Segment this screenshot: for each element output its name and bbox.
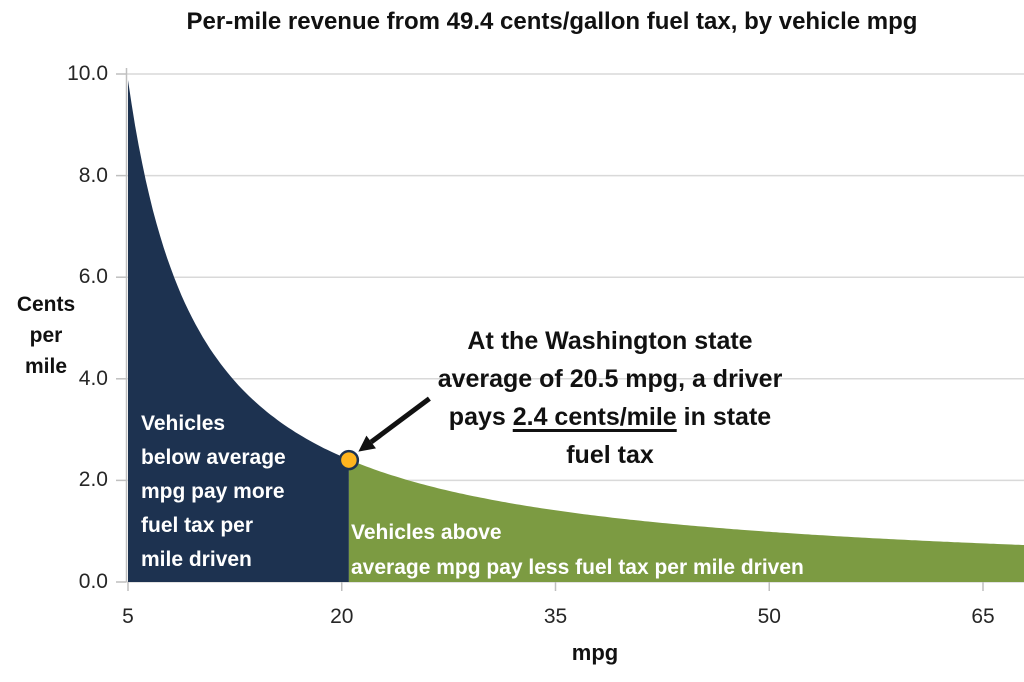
x-tick-label: 50 [757, 605, 781, 628]
above-average-region-label: Vehicles above average mpg pay less fuel… [351, 515, 804, 585]
chart-title: Per-mile revenue from 49.4 cents/gallon … [186, 8, 918, 35]
x-tick-label: 5 [122, 605, 134, 628]
below-average-region-label: Vehicles below average mpg pay more fuel… [141, 407, 286, 577]
region-label-line: mpg pay more [141, 480, 285, 503]
average-driver-annotation: At the Washington state average of 20.5 … [385, 322, 835, 474]
x-tick-label: 20 [330, 605, 354, 628]
region-label-line: Vehicles [141, 412, 226, 435]
y-tick-label: 2.0 [78, 468, 108, 492]
y-tick-label: 8.0 [78, 163, 108, 187]
annotation-line: average of 20.5 mpg, a driver [437, 365, 783, 393]
annotation-line: fuel tax [566, 441, 654, 469]
y-tick-label: 10.0 [67, 62, 108, 85]
y-tick-label: 0.0 [78, 570, 108, 593]
y-axis-title-line: per [29, 324, 63, 347]
x-axis-title: mpg [571, 640, 619, 665]
y-axis-title-line: Cents [16, 293, 76, 316]
below-average-area [128, 80, 349, 582]
average-mpg-point [338, 449, 360, 471]
x-tick-label: 65 [971, 605, 995, 628]
region-label-line: Vehicles above [351, 521, 502, 544]
region-label-line: mile driven [141, 548, 252, 571]
annotation-arrowhead [358, 435, 376, 452]
annotation-line: At the Washington state [467, 327, 753, 355]
annotation-arrow-line [369, 396, 431, 445]
x-tick-label: 35 [543, 605, 568, 628]
annotation-underlined-value: 2.4 cents/mile [512, 403, 677, 431]
y-axis-title: Cents per mile [8, 289, 84, 382]
annotation-line: pays 2.4 cents/mile in state [385, 398, 835, 436]
annotation-text: pays [448, 403, 513, 431]
y-tick-label: 4.0 [78, 366, 108, 390]
region-label-line: below average [141, 446, 286, 469]
above-average-area [348, 459, 1024, 582]
region-label-line: average mpg pay less fuel tax per mile d… [351, 556, 804, 579]
y-axis-title-line: mile [24, 355, 68, 378]
annotation-text: in state [676, 403, 772, 431]
region-label-line: fuel tax per [141, 514, 254, 537]
y-tick-label: 6.0 [78, 265, 108, 289]
